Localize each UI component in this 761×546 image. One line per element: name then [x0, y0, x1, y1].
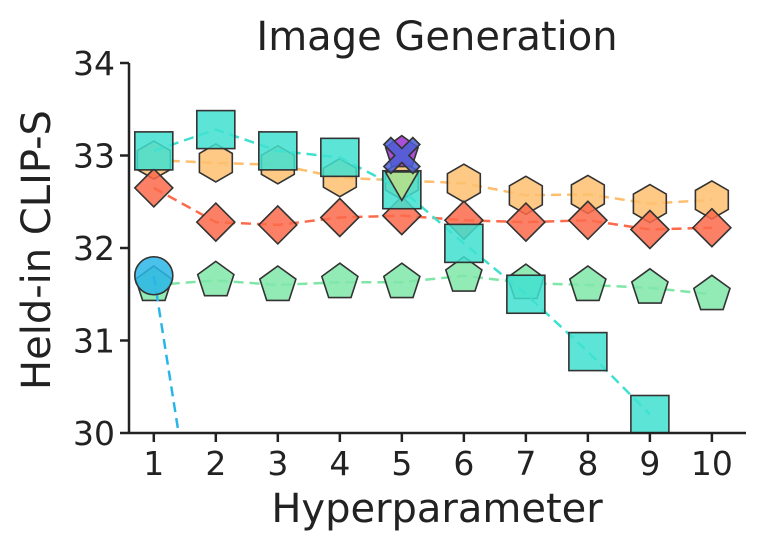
data-point	[630, 394, 670, 433]
y-tick-label: 34	[73, 44, 115, 83]
x-axis-label: Hyperparameter	[271, 486, 603, 532]
y-tick-label: 31	[73, 322, 115, 361]
y-tick-label: 32	[73, 229, 115, 268]
series-triangle	[384, 171, 420, 203]
x-tick-label: 4	[329, 444, 350, 483]
data-point	[568, 265, 607, 302]
data-point	[258, 131, 298, 171]
data-point	[567, 200, 609, 241]
x-ticks: 1 2 3 4 5 6 7 8 9 10	[143, 433, 733, 483]
data-point	[629, 209, 671, 250]
data-point	[692, 274, 731, 311]
data-point	[444, 223, 484, 264]
data-point	[134, 255, 174, 296]
series-line	[152, 275, 180, 433]
data-point	[133, 167, 174, 209]
data-point	[257, 204, 298, 246]
data-point	[630, 267, 669, 304]
x-tick-label: 2	[205, 444, 226, 483]
y-tick-label: 30	[73, 414, 115, 453]
x-tick-label: 6	[453, 444, 474, 483]
data-point	[506, 274, 546, 315]
data-point	[505, 201, 547, 243]
x-tick-label: 7	[515, 444, 536, 483]
series-line	[153, 274, 713, 296]
data-point	[196, 260, 235, 297]
plot-area	[133, 109, 733, 433]
data-point	[568, 331, 608, 372]
data-point	[384, 171, 420, 203]
data-point	[196, 109, 236, 150]
x-tick-label: 10	[691, 444, 733, 483]
series-line	[153, 158, 712, 205]
y-ticks: 30 31 32 33 34	[73, 44, 129, 453]
data-point	[134, 131, 174, 171]
data-point	[691, 207, 733, 248]
series-hexagon	[136, 140, 730, 224]
chart-title: Image Generation	[256, 14, 617, 60]
data-point	[195, 201, 236, 243]
x-tick-label: 3	[267, 444, 288, 483]
y-axis-label: Held-in CLIP-S	[14, 110, 60, 390]
x-tick-label: 8	[577, 444, 598, 483]
data-point	[446, 163, 482, 204]
x-tick-label: 1	[143, 444, 164, 483]
data-point	[320, 137, 360, 178]
data-point	[444, 255, 483, 292]
data-point	[320, 262, 359, 299]
series-pentagon	[134, 255, 731, 311]
series-x	[382, 136, 421, 175]
x-tick-label: 5	[391, 444, 412, 483]
series-square	[134, 109, 670, 433]
data-point	[382, 136, 421, 175]
data-point	[258, 265, 297, 302]
y-tick-label: 33	[73, 137, 115, 176]
series-line	[153, 186, 712, 231]
series-circle	[134, 255, 180, 433]
x-tick-label: 9	[639, 444, 660, 483]
data-point	[198, 142, 234, 183]
data-point	[382, 262, 421, 299]
data-point	[319, 197, 360, 238]
